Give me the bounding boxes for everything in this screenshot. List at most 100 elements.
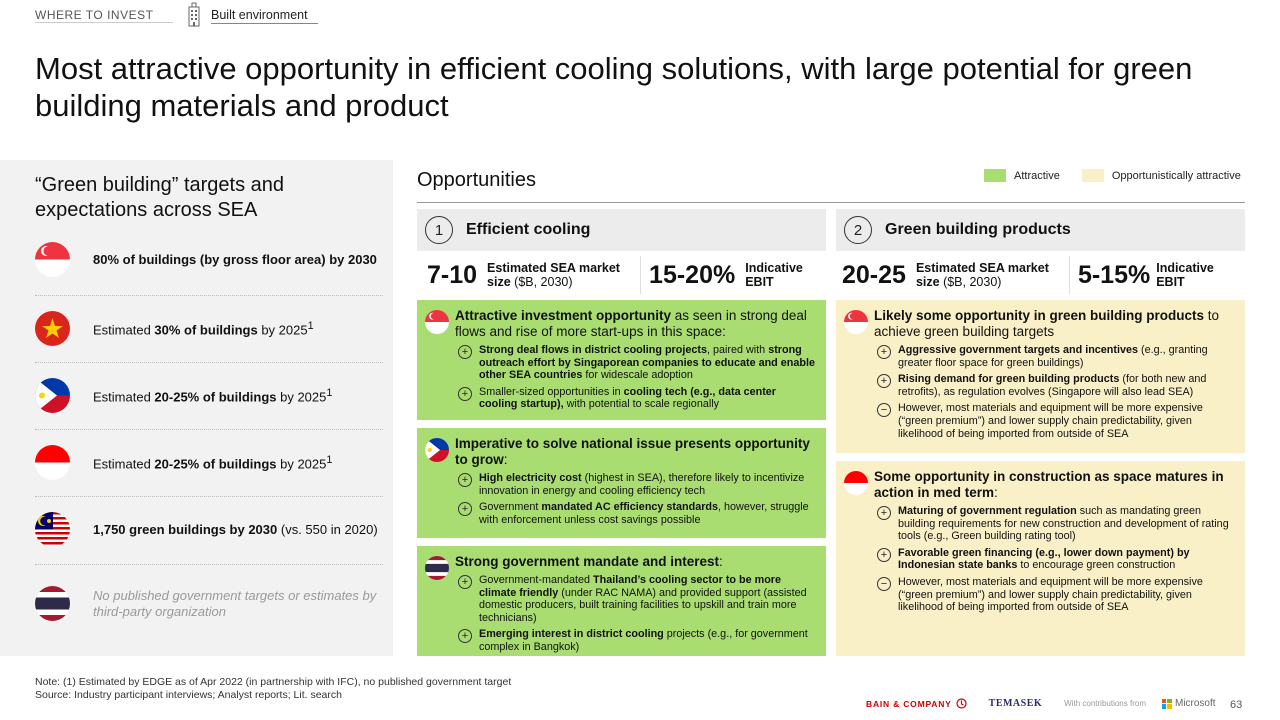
- metric-value: 15-20%: [649, 260, 736, 289]
- metric-label: Indicative EBIT: [745, 261, 803, 289]
- target-text: Estimated 20-25% of buildings by 20251: [93, 387, 333, 405]
- microsoft-label: Microsoft: [1174, 698, 1216, 709]
- opportunities-title: Opportunities: [417, 169, 536, 191]
- column-efficient-cooling: 1 Efficient cooling 7-10 Estimated SEA m…: [417, 209, 826, 299]
- bullet-text: However, most materials and equipment wi…: [898, 575, 1203, 614]
- opportunity-card: Some opportunity in construction as spac…: [836, 461, 1245, 656]
- target-row-singapore: 80% of buildings (by gross floor area) b…: [35, 242, 383, 277]
- row-divider: [35, 496, 383, 497]
- card-bullet: + Rising demand for green building produc…: [877, 373, 1235, 398]
- card-bullet: − However, most materials and equipment w…: [877, 576, 1235, 614]
- building-icon: [188, 2, 200, 27]
- opportunities-divider: [417, 202, 1245, 203]
- metric-divider: [640, 256, 642, 294]
- thailand-flag-icon: [425, 556, 449, 580]
- source-text: Source: Industry participant interviews;…: [35, 689, 342, 701]
- temasek-logo: TEMASEK: [988, 698, 1043, 709]
- malaysia-flag-icon: [35, 512, 70, 547]
- footnote: Note: (1) Estimated by EDGE as of Apr 20…: [35, 676, 511, 702]
- plus-icon: +: [458, 473, 472, 487]
- metrics-row: 20-25 Estimated SEA market size ($B, 203…: [836, 251, 1245, 299]
- card-heading: Imperative to solve national issue prese…: [455, 436, 810, 467]
- minus-icon: −: [877, 403, 891, 418]
- plus-icon: +: [877, 374, 891, 389]
- metric-value: 20-25: [842, 260, 906, 289]
- bullet-text: Favorable green financing (e.g., lower d…: [898, 546, 1190, 572]
- nav-page-label[interactable]: Built environment: [211, 0, 318, 24]
- bullet-text: However, most materials and equipment wi…: [898, 402, 1203, 440]
- legend-label: Opportunistically attractive: [1111, 169, 1241, 182]
- market-size-metric: 20-25 Estimated SEA market size ($B, 203…: [842, 261, 1061, 290]
- philippines-flag-icon: [35, 378, 70, 413]
- target-text: Estimated 30% of buildings by 20251: [93, 320, 314, 338]
- plus-icon: +: [877, 345, 891, 359]
- plus-icon: +: [458, 629, 472, 644]
- card-bullet: + High electricity cost (highest in SEA),…: [458, 472, 816, 497]
- plus-icon: +: [877, 506, 891, 520]
- target-row-philippines: Estimated 20-25% of buildings by 20251: [35, 378, 383, 413]
- plus-icon: +: [458, 575, 472, 589]
- target-text: 80% of buildings (by gross floor area) b…: [93, 251, 377, 267]
- row-divider: [35, 564, 383, 565]
- legend-label: Attractive: [1014, 169, 1060, 182]
- target-text: No published government targets or estim…: [93, 587, 377, 619]
- market-size-metric: 7-10 Estimated SEA market size ($B, 2030…: [427, 261, 632, 290]
- plus-icon: +: [458, 345, 472, 359]
- singapore-flag-icon: [425, 310, 449, 334]
- target-row-vietnam: Estimated 30% of buildings by 20251: [35, 311, 383, 346]
- metric-value: 7-10: [427, 260, 478, 289]
- bullet-text: High electricity cost (highest in SEA), …: [479, 472, 805, 497]
- vietnam-flag-icon: [35, 311, 70, 346]
- singapore-flag-icon: [844, 310, 868, 334]
- metric-value: 5-15%: [1077, 260, 1151, 289]
- row-divider: [35, 295, 383, 296]
- target-text: 1,750 green buildings by 2030 (vs. 550 i…: [93, 521, 378, 537]
- plus-icon: +: [458, 502, 472, 517]
- row-divider: [35, 362, 383, 363]
- card-heading: Attractive investment opportunity as see…: [455, 308, 807, 339]
- card-heading: Strong government mandate and interest:: [455, 554, 723, 569]
- bullet-text: Maturing of government regulation such a…: [898, 505, 1229, 543]
- bullet-text: Smaller-sized opportunities in cooling t…: [479, 385, 777, 411]
- card-bullet: − However, most materials and equipment w…: [877, 402, 1235, 440]
- metric-label: Estimated SEA market size ($B, 2030): [487, 261, 620, 289]
- indonesia-flag-icon: [844, 471, 868, 495]
- ebit-metric: 5-15% Indicative EBIT: [1078, 261, 1226, 290]
- card-bullet: + Smaller-sized opportunities in cooling …: [458, 386, 816, 411]
- indonesia-flag-icon: [35, 445, 70, 480]
- footer-logos: BAIN & COMPANY TEMASEK With contribution…: [866, 698, 1216, 709]
- microsoft-logo: Microsoft: [1161, 698, 1216, 709]
- plus-icon: +: [458, 386, 472, 401]
- targets-panel-title: “Green building” targets and expectation…: [35, 174, 285, 221]
- row-divider: [35, 429, 383, 430]
- card-bullet: + Maturing of government regulation such …: [877, 505, 1235, 543]
- plus-icon: +: [877, 547, 891, 562]
- page-title: Most attractive opportunity in efficient…: [35, 51, 1193, 123]
- singapore-flag-icon: [35, 242, 70, 277]
- column-number: 1: [425, 216, 453, 244]
- opportunity-card: Imperative to solve national issue prese…: [417, 428, 826, 538]
- metric-label: Estimated SEA market size ($B, 2030): [915, 261, 1049, 289]
- card-bullet: + Favorable green financing (e.g., lower …: [877, 547, 1235, 572]
- card-bullet: + Government-mandated Thailand’s cooling …: [458, 574, 816, 624]
- bullet-text: Government-mandated Thailand’s cooling s…: [479, 574, 807, 624]
- target-row-thailand: No published government targets or estim…: [35, 586, 383, 621]
- column-green-building-products: 2 Green building products 20-25 Estimate…: [836, 209, 1245, 299]
- legend-swatch-attractive: [984, 169, 1006, 182]
- note-text: Note: (1) Estimated by EDGE as of Apr 20…: [35, 676, 512, 688]
- target-row-indonesia: Estimated 20-25% of buildings by 20251: [35, 445, 383, 480]
- metrics-row: 7-10 Estimated SEA market size ($B, 2030…: [417, 251, 826, 299]
- column-title: Green building products: [885, 221, 1071, 238]
- page-number: 63: [1230, 699, 1243, 711]
- target-text: Estimated 20-25% of buildings by 20251: [93, 454, 333, 472]
- target-row-malaysia: 1,750 green buildings by 2030 (vs. 550 i…: [35, 512, 383, 547]
- card-bullet: + Strong deal flows in district cooling p…: [458, 344, 816, 382]
- legend-item: Opportunistically attractive: [1081, 169, 1241, 182]
- column-header: 2 Green building products: [836, 209, 1245, 251]
- card-heading: Likely some opportunity in green buildin…: [874, 308, 1220, 339]
- legend-swatch-opportunistic: [1081, 169, 1104, 182]
- minus-icon: −: [877, 576, 891, 591]
- contributions-label: With contributions from: [1064, 699, 1146, 708]
- top-nav: WHERE TO INVEST Built environment: [35, 0, 318, 28]
- opportunity-card: Strong government mandate and interest: …: [417, 546, 826, 656]
